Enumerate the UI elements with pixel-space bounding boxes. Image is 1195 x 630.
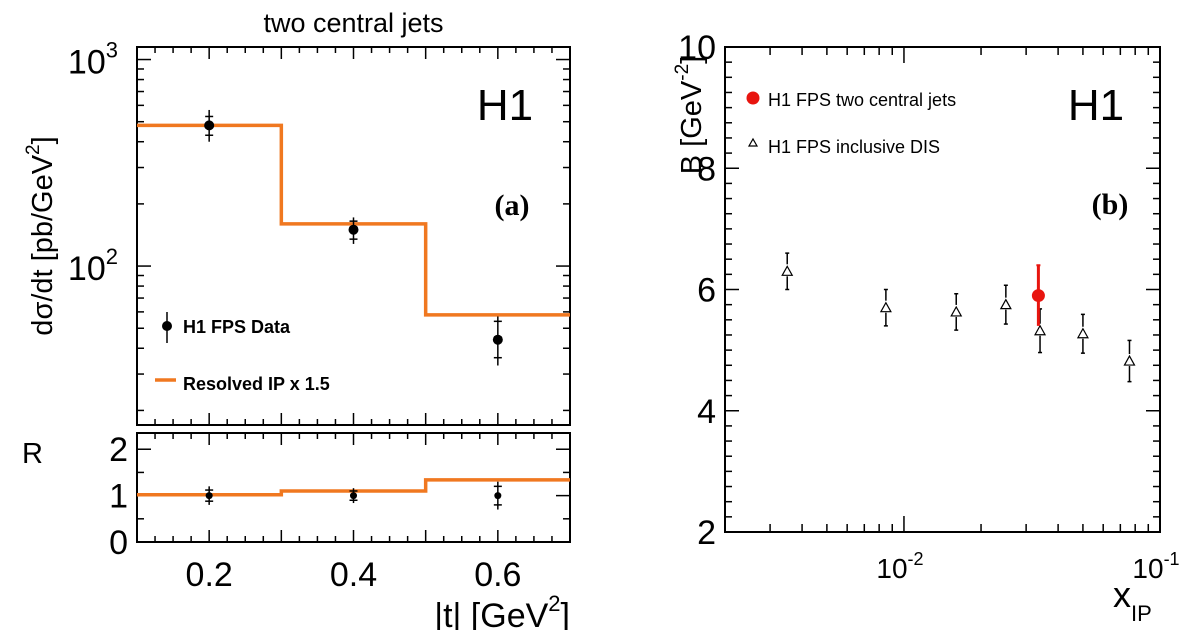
ratio-point (494, 492, 502, 500)
y-axis-label-ratio: R (22, 438, 43, 470)
plot-frame-ratio (136, 432, 571, 543)
x-tick-label-a: 0.6 (474, 556, 521, 594)
legend-label-jets: H1 FPS two central jets (768, 90, 956, 110)
dis-point (1034, 324, 1047, 336)
legend-label-dis: H1 FPS inclusive DIS (768, 137, 940, 157)
ratio-point (350, 492, 357, 500)
y-tick-label-b: 4 (697, 393, 716, 431)
dis-point (1123, 354, 1136, 366)
y-tick-label-ratio: 0 (109, 524, 128, 562)
y-tick-label-b: 6 (697, 272, 716, 310)
y-tick-label-b: 8 (697, 150, 716, 188)
experiment-label-b: H1 (1068, 81, 1124, 130)
legend-marker-triangle (747, 137, 759, 147)
y-axis-label-a: dσ/dt [pb/GeV2] (23, 136, 59, 335)
panel-label-a: (a) (495, 189, 530, 222)
legend-marker-point (162, 321, 172, 331)
legend-marker-red-circle (746, 91, 760, 105)
y-tick-label-ratio: 2 (109, 431, 128, 469)
y-tick-label-b: 2 (697, 514, 716, 552)
experiment-label-a: H1 (477, 81, 533, 130)
dis-point (1076, 327, 1089, 339)
jets-point (1031, 289, 1045, 303)
legend-label-model: Resolved IP x 1.5 (183, 374, 330, 394)
dis-point (879, 301, 892, 313)
data-point-a (492, 334, 503, 345)
ratio-point (205, 492, 213, 500)
y-tick-label-b: 10 (678, 29, 716, 67)
x-axis-label-b: xIP (1113, 574, 1152, 626)
y-tick-label-ratio: 1 (109, 478, 128, 516)
dis-point (999, 298, 1012, 310)
y-tick-label-a: 102 (68, 244, 118, 288)
y-tick-label-a: 103 (68, 38, 118, 82)
x-tick-label-b: 10-1 (1132, 549, 1179, 584)
data-point-a (204, 120, 215, 131)
x-tick-label-a: 0.4 (330, 556, 377, 594)
dis-point (781, 265, 794, 276)
x-tick-label-b: 10-2 (876, 549, 923, 584)
x-tick-label-a: 0.2 (186, 556, 233, 594)
x-axis-label-a: |t| [GeV2] (434, 591, 570, 630)
chart-title-a: two central jets (263, 8, 443, 38)
legend-label-data: H1 FPS Data (183, 317, 291, 337)
y-axis-label-b: B [GeV-2] (672, 56, 708, 174)
data-point-a (348, 224, 359, 235)
panel-label-b: (b) (1092, 188, 1129, 221)
dis-point (950, 305, 963, 317)
